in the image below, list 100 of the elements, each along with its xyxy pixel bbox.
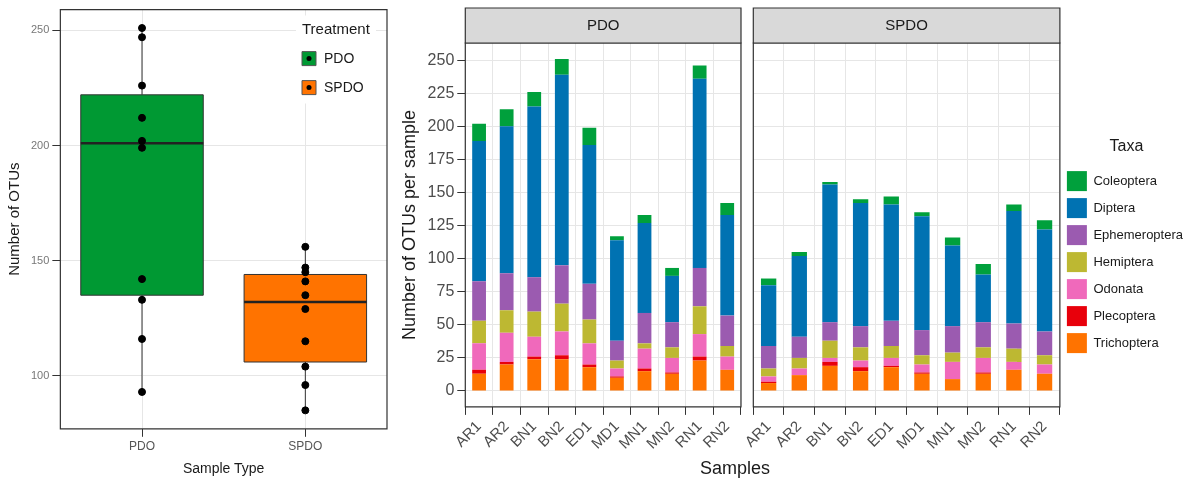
bar	[637, 371, 652, 391]
bar	[692, 306, 707, 335]
y-tick-label: 175	[427, 149, 455, 167]
bar	[852, 326, 869, 348]
y-tick-label: 75	[436, 282, 455, 300]
bar	[720, 369, 735, 391]
bar	[975, 347, 991, 358]
bar	[499, 364, 514, 391]
bar	[760, 383, 777, 391]
bar	[852, 199, 869, 204]
legend-label: PDO	[324, 50, 355, 67]
bar	[554, 355, 569, 360]
bar	[1006, 369, 1022, 391]
bar	[665, 347, 679, 358]
bar	[472, 140, 486, 282]
bar	[665, 267, 679, 276]
bar	[822, 322, 838, 341]
bar	[852, 203, 869, 327]
bar	[914, 330, 930, 356]
bar	[637, 343, 652, 349]
bar	[822, 357, 838, 362]
bar	[527, 277, 542, 312]
bar	[499, 361, 514, 365]
bar	[1006, 361, 1022, 370]
bar	[499, 126, 514, 274]
bar	[472, 343, 486, 370]
legend-label: Coleoptera	[1093, 172, 1158, 188]
bar	[692, 65, 707, 79]
bar	[1006, 348, 1022, 362]
y-tick-label: 150	[427, 182, 455, 200]
bar	[975, 263, 991, 275]
bar	[944, 379, 961, 391]
bar	[472, 369, 486, 374]
bar	[944, 361, 961, 380]
bar	[554, 331, 569, 356]
bar	[914, 373, 930, 391]
bar	[527, 336, 542, 357]
bar	[760, 376, 777, 382]
bar	[637, 312, 652, 344]
bar	[720, 346, 735, 357]
bar	[1036, 229, 1053, 332]
bar	[610, 377, 624, 391]
bar	[791, 375, 807, 391]
bar	[944, 326, 961, 353]
y-tick-label: 200	[427, 116, 455, 134]
bar	[582, 144, 597, 284]
bar	[1036, 331, 1053, 356]
bar	[665, 373, 679, 391]
bar	[499, 273, 514, 311]
bar	[554, 265, 569, 304]
bar	[883, 357, 899, 366]
y-tick-label: 200	[30, 138, 50, 151]
bar	[527, 311, 542, 337]
bar	[975, 322, 991, 348]
bar	[944, 352, 961, 362]
bar	[582, 127, 597, 145]
bar	[883, 367, 899, 391]
bar	[1006, 323, 1022, 349]
bar	[852, 371, 869, 391]
bar	[692, 267, 707, 307]
y-axis-title: Number of OTUs	[5, 162, 23, 276]
bar	[852, 367, 869, 372]
bar	[914, 355, 930, 365]
bar	[554, 303, 569, 332]
bar	[883, 346, 899, 358]
y-tick-label: 125	[427, 216, 455, 234]
bar	[791, 336, 807, 358]
bar	[665, 322, 679, 348]
bar	[665, 357, 679, 373]
bar	[582, 343, 597, 365]
x-axis-title: Sample Type	[182, 460, 265, 477]
bar	[944, 245, 961, 327]
bar	[914, 364, 930, 373]
bar	[720, 203, 735, 216]
bar	[822, 181, 838, 185]
x-axis-title: Samples	[699, 458, 771, 479]
legend-label: Diptera	[1093, 199, 1137, 215]
bar	[914, 212, 930, 217]
bar	[883, 196, 899, 205]
legend-label: Hemiptera	[1093, 253, 1155, 269]
bar	[791, 256, 807, 337]
bar	[1006, 211, 1022, 324]
bar	[791, 252, 807, 257]
legend-label: Plecoptera	[1093, 307, 1157, 323]
bar	[582, 283, 597, 320]
bar	[883, 204, 899, 321]
bar	[975, 274, 991, 323]
y-axis-title: Number of OTUs per sample	[398, 109, 419, 340]
bar	[472, 281, 486, 321]
bar	[822, 340, 838, 358]
chart-title: SPDO	[885, 15, 928, 33]
legend-label: Trichoptera	[1093, 334, 1160, 350]
y-tick-label: 50	[436, 315, 455, 333]
bar	[720, 315, 735, 347]
legend-title: Treatment	[302, 19, 371, 37]
bar	[1036, 364, 1053, 374]
bar	[852, 347, 869, 361]
legend-label: SPDO	[324, 79, 364, 96]
bar	[527, 359, 542, 391]
bar	[791, 357, 807, 369]
